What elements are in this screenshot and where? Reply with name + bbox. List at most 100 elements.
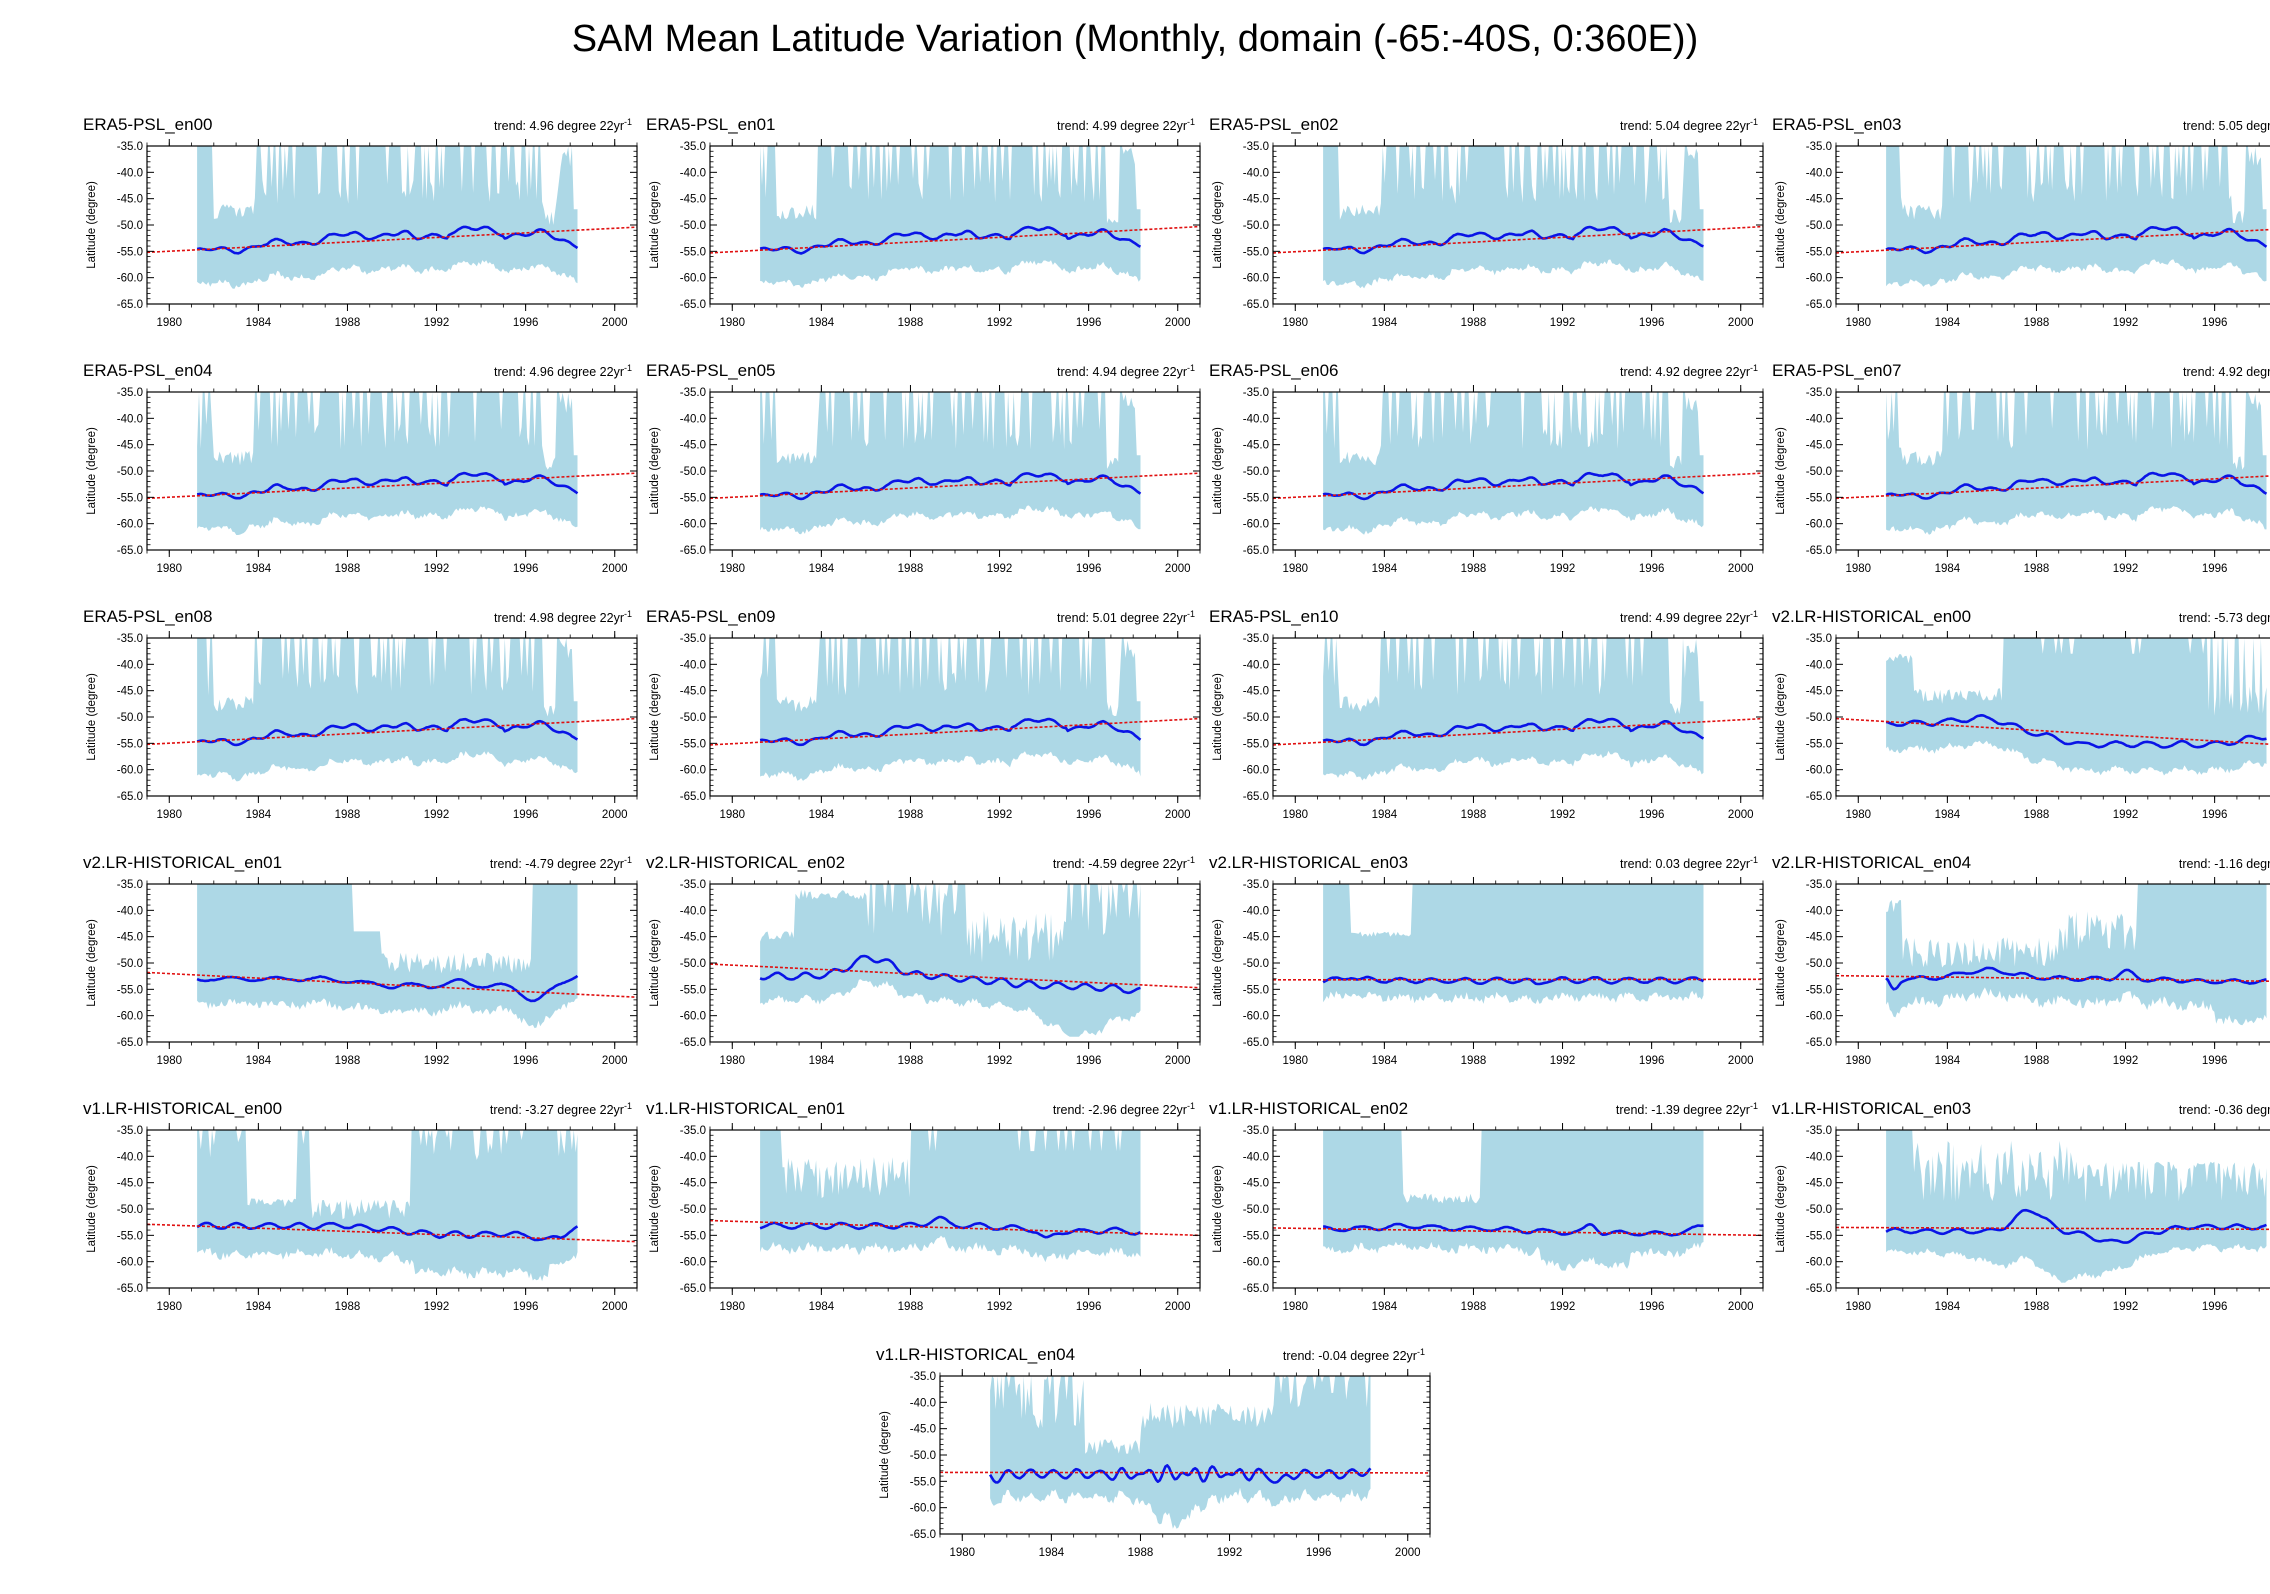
spread-band [197,638,578,782]
trend-text: trend: -3.27 degree 22yr [490,1103,624,1117]
panel-title: v2.LR-HISTORICAL_en01 [83,853,282,872]
x-tick-label: 1984 [246,809,272,821]
x-tick-label: 1984 [1935,563,1961,575]
x-tick-label: 1988 [2024,1301,2050,1313]
y-tick-label: -40.0 [117,1151,143,1163]
chart-panel-ERA5-PSL_en08: -35.0 -40.0 -45.0 -50.0 -55.0 -60.0 -65.0 1980 1… [83,607,638,821]
panel-title: v2.LR-HISTORICAL_en04 [1772,853,1971,872]
x-tick-label: 1984 [1372,1301,1398,1313]
y-axis-label: Latitude (degree) [1775,919,1787,1007]
y-tick-label: -45.0 [1243,440,1269,452]
y-tick-label: -45.0 [117,1178,143,1190]
x-tick-label: 1996 [2202,1055,2228,1067]
spread-band [760,1130,1141,1263]
y-tick-label: -65.0 [1243,545,1269,557]
x-tick-label: 2000 [602,317,628,329]
x-tick-label: 2000 [1165,317,1191,329]
x-tick-label: 2000 [1728,563,1754,575]
spread-band [1323,146,1704,289]
x-tick-label: 1992 [2113,809,2139,821]
x-tick-label: 2000 [1165,1055,1191,1067]
trend-label: trend: 0.03 degree 22yr-1 [1620,855,1758,871]
y-tick-label: -55.0 [117,246,143,258]
y-tick-label: -55.0 [1243,492,1269,504]
y-tick-label: -40.0 [910,1397,936,1409]
x-tick-label: 2000 [1165,809,1191,821]
spread-band [760,146,1141,288]
trend-line [1272,978,1764,981]
trend-line [1272,717,1764,746]
y-tick-label: -35.0 [117,387,143,399]
trend-line [146,971,638,999]
x-tick-label: 1988 [1461,1301,1487,1313]
x-tick-label: 1980 [1282,563,1308,575]
trend-label: trend: 4.92 degree 22yr-1 [1620,363,1758,379]
chart-panel-ERA5-PSL_en03: -35.0 -40.0 -45.0 -50.0 -55.0 -60.0 -65.0 1980 1… [1772,115,2270,329]
trend-exponent: -1 [1750,363,1758,373]
trend-label: trend: -2.96 degree 22yr-1 [1053,1101,1195,1117]
panel-title: ERA5-PSL_en07 [1772,361,1901,380]
trend-text: trend: -2.96 degree 22yr [1053,1103,1187,1117]
y-tick-label: -55.0 [680,246,706,258]
y-axis-label: Latitude (degree) [86,1165,98,1253]
x-tick-label: 1984 [246,1055,272,1067]
y-tick-label: -45.0 [1806,440,1832,452]
y-tick-label: -65.0 [1243,1283,1269,1295]
x-tick-label: 1992 [1217,1547,1243,1559]
trend-label: trend: 4.99 degree 22yr-1 [1057,117,1195,133]
x-tick-label: 1992 [424,809,450,821]
y-tick-label: -50.0 [680,466,706,478]
spread-band [760,392,1141,535]
y-tick-label: -60.0 [1806,1011,1832,1023]
chart-panel-ERA5-PSL_en10: -35.0 -40.0 -45.0 -50.0 -55.0 -60.0 -65.0 1980 1… [1209,607,1764,821]
mean-latitude-line [759,954,1141,995]
y-tick-label: -40.0 [117,413,143,425]
y-axis-label: Latitude (degree) [1775,427,1787,515]
y-axis-label: Latitude (degree) [1212,919,1224,1007]
spread-band [1886,1130,2267,1283]
y-axis-label: Latitude (degree) [86,427,98,515]
chart-panel-ERA5-PSL_en00: -35.0 -40.0 -45.0 -50.0 -55.0 -60.0 -65.0 1980 1… [83,115,638,329]
trend-text: trend: -4.79 degree 22yr [490,857,624,871]
trend-text: trend: -0.04 degree 22yr [1283,1349,1417,1363]
trend-text: trend: -5.73 degree 22yr [2179,611,2270,625]
y-tick-label: -65.0 [117,545,143,557]
x-tick-label: 1984 [809,563,835,575]
spread-band [760,638,1141,781]
trend-label: trend: 5.01 degree 22yr-1 [1057,609,1195,625]
trend-line [1835,717,2270,746]
x-tick-label: 2000 [1165,563,1191,575]
y-tick-label: -65.0 [117,1037,143,1049]
x-tick-label: 2000 [1728,317,1754,329]
trend-exponent: -1 [1750,855,1758,865]
y-tick-label: -45.0 [1243,932,1269,944]
x-tick-label: 1980 [156,1055,182,1067]
y-tick-label: -50.0 [1243,958,1269,970]
x-tick-label: 1996 [2202,809,2228,821]
trend-text: trend: 4.96 degree 22yr [494,119,624,133]
y-tick-label: -35.0 [117,879,143,891]
x-tick-label: 1980 [719,563,745,575]
panel-title: v1.LR-HISTORICAL_en01 [646,1099,845,1118]
y-tick-label: -65.0 [680,545,706,557]
y-tick-label: -55.0 [680,984,706,996]
y-tick-label: -65.0 [680,1037,706,1049]
trend-line [1835,974,2270,983]
x-tick-label: 1980 [1845,1301,1871,1313]
panel-title: ERA5-PSL_en10 [1209,607,1338,626]
y-tick-label: -65.0 [1806,1037,1832,1049]
trend-label: trend: 4.92 degree 22yr-1 [2183,363,2270,379]
y-tick-label: -55.0 [680,492,706,504]
y-tick-label: -60.0 [1806,273,1832,285]
chart-panel-v2.LR-HISTORICAL_en02: -35.0 -40.0 -45.0 -50.0 -55.0 -60.0 -65.0 1980 1… [646,853,1201,1067]
x-tick-label: 2000 [602,1301,628,1313]
y-axis-label: Latitude (degree) [1212,1165,1224,1253]
x-tick-label: 1980 [1282,1301,1308,1313]
trend-label: trend: 4.98 degree 22yr-1 [494,609,632,625]
spread-band [1323,392,1704,535]
spread-band [760,884,1141,1037]
trend-text: trend: 4.92 degree 22yr [2183,365,2270,379]
x-tick-label: 1988 [1461,317,1487,329]
y-axis-label: Latitude (degree) [86,919,98,1007]
trend-label: trend: 4.96 degree 22yr-1 [494,363,632,379]
